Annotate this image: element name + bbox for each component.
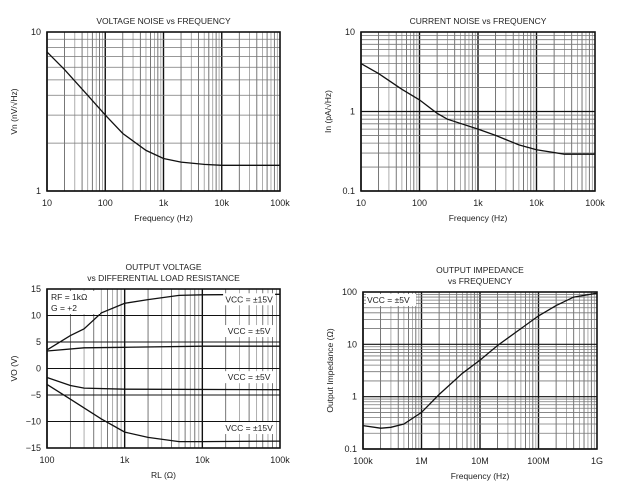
- y-tick-label: 0.1: [344, 444, 357, 454]
- y-tick-label: −15: [26, 443, 41, 453]
- plot-frame: [46, 288, 281, 449]
- series-line: [360, 63, 595, 155]
- y-tick-label: 10: [31, 27, 41, 37]
- annotation-label: VCC = ±5V: [228, 372, 271, 382]
- y-axis-label: Output Impedance (Ω): [325, 328, 335, 412]
- x-tick-label: 10k: [195, 455, 210, 465]
- annotation-label: G = +2: [51, 303, 77, 313]
- x-tick-label: 100: [98, 198, 113, 208]
- y-tick-label: −10: [26, 417, 41, 427]
- series-line: [362, 292, 598, 429]
- x-tick-label: 1k: [159, 198, 169, 208]
- plot-frame: [46, 31, 281, 192]
- x-tick-label: 10: [42, 198, 52, 208]
- y-tick-label: 5: [36, 337, 41, 347]
- annotation-label: RF = 1kΩ: [51, 292, 87, 302]
- series-line: [46, 51, 280, 166]
- chart-3: 100 1k 10k 100k −15 −10 −5 0 5 10 15 OUTPUT VOLTAGE…: [9, 262, 290, 480]
- x-tick-label: 10: [356, 198, 366, 208]
- y-tick-label: 1: [350, 107, 355, 117]
- x-axis-label: Frequency (Hz): [449, 213, 508, 223]
- x-tick-label: 10M: [471, 456, 489, 466]
- chart-title: CURRENT NOISE vs FREQUENCY: [410, 16, 547, 26]
- x-tick-label: 1M: [415, 456, 428, 466]
- x-tick-label: 100k: [585, 198, 605, 208]
- y-tick-label: 0: [36, 364, 41, 374]
- x-tick-label: 10k: [214, 198, 229, 208]
- x-tick-label: 100: [39, 455, 54, 465]
- annotation-bg: [50, 302, 100, 314]
- x-axis-label: Frequency (Hz): [451, 471, 510, 481]
- chart-2: 10 100 1k 10k 100k 0.1 1 10 CURRENT NOISE vs FRE…: [323, 16, 605, 223]
- plot-frame: [362, 291, 598, 450]
- x-tick-label: 1k: [120, 455, 130, 465]
- x-tick-label: 100M: [527, 456, 550, 466]
- y-tick-label: 0.1: [342, 186, 355, 196]
- chart-title: OUTPUT IMPEDANCE: [436, 265, 524, 275]
- y-axis-label: VO (V): [9, 355, 19, 381]
- x-tick-label: 100k: [270, 198, 290, 208]
- annotation-bg: [223, 325, 276, 338]
- y-tick-label: 1: [36, 186, 41, 196]
- chart-4: 100k 1M 10M 100M 1G 0.1 1 10 100 OUTPUT IMPEDANCE…: [325, 265, 603, 481]
- y-tick-label: −5: [31, 390, 41, 400]
- y-tick-label: 10: [345, 27, 355, 37]
- annotation-bg: [366, 294, 416, 306]
- series-line: [46, 383, 281, 443]
- annotation-bg: [223, 422, 276, 435]
- y-tick-label: 10: [31, 311, 41, 321]
- annotation-label: VCC = ±5V: [228, 326, 271, 336]
- x-tick-label: 100: [412, 198, 427, 208]
- x-tick-label: 1k: [473, 198, 483, 208]
- series-line: [46, 345, 280, 352]
- chart-title: VOLTAGE NOISE vs FREQUENCY: [96, 16, 231, 26]
- chart-title: vs DIFFERENTIAL LOAD RESISTANCE: [87, 273, 240, 283]
- x-axis-label: RL (Ω): [151, 470, 176, 480]
- y-tick-label: 1: [352, 392, 357, 402]
- x-tick-label: 1G: [591, 456, 603, 466]
- annotation-bg: [223, 293, 276, 306]
- x-tick-label: 100k: [270, 455, 290, 465]
- y-tick-label: 15: [31, 284, 41, 294]
- y-tick-label: 100: [342, 287, 357, 297]
- y-axis-label: In (pA/√Hz): [323, 90, 333, 133]
- y-tick-label: 10: [347, 339, 357, 349]
- annotation-label: VCC = ±5V: [367, 295, 410, 305]
- plot-frame: [360, 31, 596, 192]
- series-line: [46, 376, 281, 391]
- y-axis-label: Vn (nV/√Hz): [9, 88, 19, 134]
- annotation-bg: [223, 371, 276, 384]
- annotation-bg: [50, 291, 100, 303]
- x-tick-label: 100k: [353, 456, 373, 466]
- x-tick-label: 10k: [529, 198, 544, 208]
- annotation-label: VCC = ±15V: [225, 294, 273, 304]
- annotation-label: VCC = ±15V: [225, 423, 273, 433]
- chart-title: OUTPUT VOLTAGE: [125, 262, 201, 272]
- x-axis-label: Frequency (Hz): [134, 213, 193, 223]
- series-line: [46, 293, 281, 351]
- chart-title: vs FREQUENCY: [448, 276, 513, 286]
